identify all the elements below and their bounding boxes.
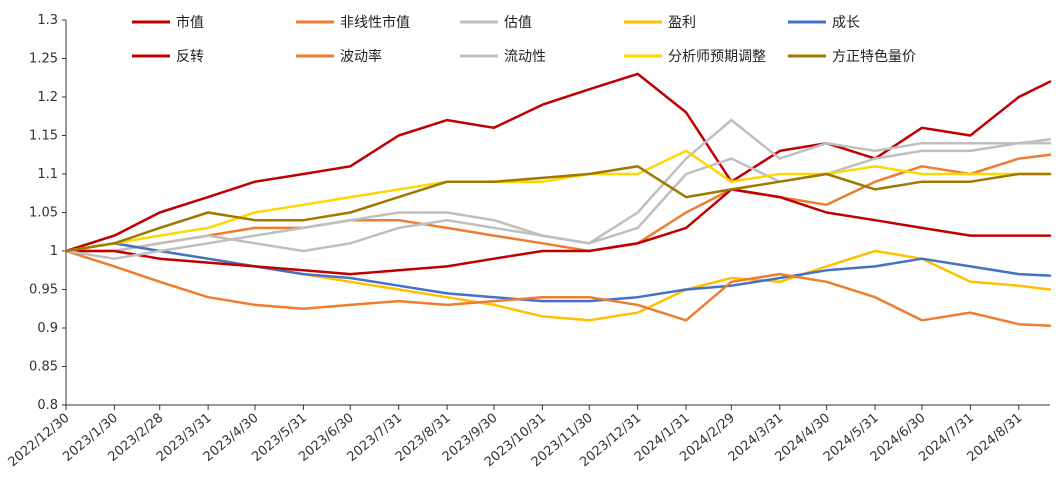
legend-item: 成长 [788, 15, 860, 31]
legend-item: 盈利 [624, 15, 696, 31]
y-tick-label: 1.25 [29, 52, 58, 67]
legend-item: 分析师预期调整 [624, 49, 766, 65]
y-tick-label: 0.95 [29, 283, 58, 298]
y-tick-label: 0.9 [37, 321, 58, 336]
y-tick-label: 1.2 [37, 90, 58, 105]
legend-label: 流动性 [504, 49, 546, 65]
legend-label: 分析师预期调整 [668, 49, 766, 65]
x-tick-label: 2022/12/30 [6, 411, 73, 471]
series-line-1 [64, 72, 1052, 253]
legend-label: 市值 [176, 14, 204, 31]
y-tick-label: 0.85 [29, 360, 58, 375]
y-tick-label: 0.8 [37, 398, 58, 413]
series-line-10 [64, 165, 1052, 253]
y-tick-label: 1.3 [37, 13, 58, 28]
legend-label: 波动率 [340, 48, 382, 65]
legend-label: 非线性市值 [340, 14, 410, 31]
series-line-8 [64, 141, 1052, 260]
legend-item: 波动率 [296, 48, 382, 65]
legend-item: 反转 [132, 49, 204, 65]
legend-label: 方正特色量价 [832, 48, 916, 65]
legend-item: 市值 [132, 14, 204, 31]
legend-label: 盈利 [668, 15, 696, 31]
y-tick-label: 1.05 [29, 206, 58, 221]
legend-item: 方正特色量价 [788, 48, 916, 65]
legend-item: 流动性 [460, 49, 546, 65]
x-axis: 2022/12/302023/1/302023/2/282023/3/31202… [6, 404, 1050, 471]
series-line-4 [64, 242, 1052, 322]
y-tick-label: 1 [50, 244, 58, 259]
legend-label: 成长 [832, 15, 860, 31]
legend-label: 估值 [504, 15, 532, 31]
series-line-6 [64, 188, 1052, 276]
legend-item: 估值 [460, 15, 532, 31]
legend-item: 非线性市值 [296, 14, 410, 31]
series-line-7 [64, 249, 1052, 327]
series-layer [64, 72, 1052, 327]
y-tick-label: 1.1 [37, 167, 58, 182]
legend-label: 反转 [176, 49, 204, 65]
series-line-2 [64, 153, 1052, 253]
series-line-5 [64, 242, 1052, 303]
series-line-9 [64, 149, 1052, 253]
y-axis: 1.3 1.25 1.2 1.15 1.1 1.05 1 0.95 0.9 0.85 0.8 [29, 13, 67, 413]
y-tick-label: 1.15 [29, 129, 58, 144]
